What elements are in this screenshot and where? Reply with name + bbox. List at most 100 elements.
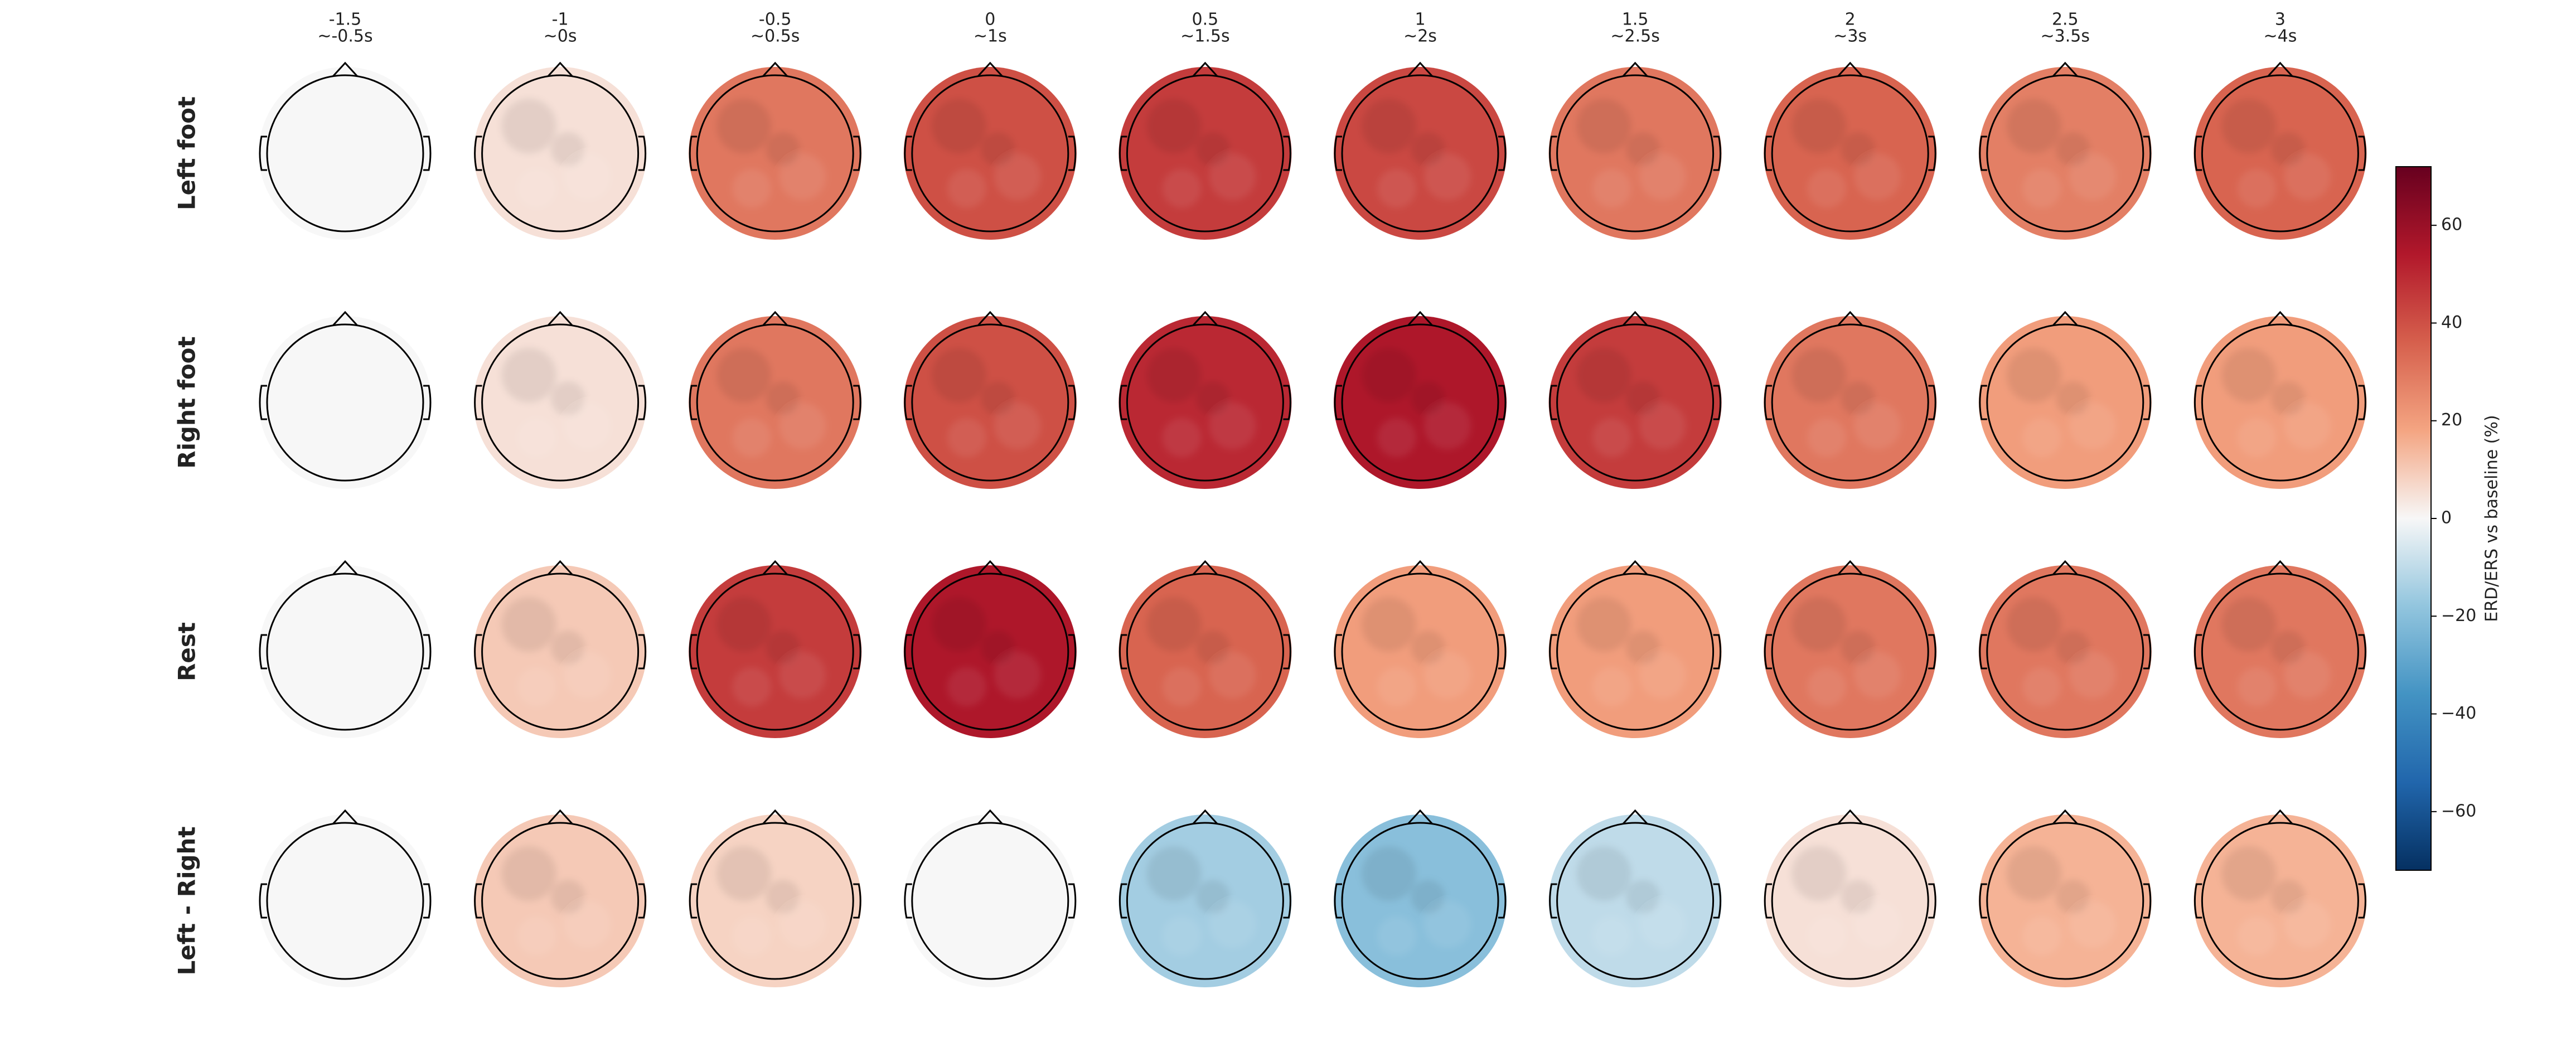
- topomap: [1118, 809, 1292, 987]
- nose: [2267, 311, 2293, 327]
- topomap: [1334, 809, 1507, 987]
- topomap: [1764, 311, 1937, 489]
- colorbar-tick-label: 40: [2441, 313, 2462, 332]
- topomap: [903, 560, 1077, 738]
- head-outline: [911, 323, 1069, 482]
- ear: [1713, 385, 1722, 420]
- ear: [2143, 385, 2152, 420]
- ear: [2194, 385, 2202, 420]
- ear: [1928, 883, 1936, 919]
- ear: [1549, 883, 1557, 919]
- head-outline: [696, 573, 854, 731]
- nose: [332, 560, 359, 576]
- topomap: [1548, 311, 1722, 489]
- head-outline: [266, 573, 424, 731]
- ear: [2194, 135, 2202, 171]
- nose: [2267, 809, 2293, 825]
- topomap: [1548, 61, 1722, 240]
- ear: [1498, 385, 1507, 420]
- topomap: [689, 61, 862, 240]
- ear: [423, 385, 432, 420]
- column-window: ~1s: [974, 27, 1007, 46]
- ear: [1979, 385, 1987, 420]
- topomap: [689, 311, 862, 489]
- head-outline: [2201, 573, 2359, 731]
- head-outline: [1556, 573, 1715, 731]
- topomap-field: [259, 316, 432, 489]
- row-label: Left foot: [173, 96, 201, 210]
- ear: [1549, 385, 1557, 420]
- topomap: [1978, 311, 2152, 489]
- topomap: [1334, 560, 1507, 738]
- column-window: ~3s: [1833, 27, 1867, 46]
- topomap: [689, 560, 862, 738]
- ear: [1334, 135, 1342, 171]
- topomap: [2194, 809, 2367, 987]
- topomap: [1334, 61, 1507, 240]
- nose: [332, 61, 359, 77]
- topomap: [1978, 560, 2152, 738]
- nose: [1837, 61, 1863, 77]
- ear: [689, 634, 698, 670]
- ear: [2358, 634, 2366, 670]
- head-outline: [696, 74, 854, 232]
- nose: [977, 809, 1003, 825]
- head-outline: [2201, 822, 2359, 980]
- ear: [1928, 385, 1936, 420]
- topomap-field: [903, 814, 1077, 987]
- nose: [1407, 61, 1434, 77]
- column-time: 0: [985, 10, 995, 30]
- nose: [977, 560, 1003, 576]
- head-outline: [911, 573, 1069, 731]
- nose: [547, 560, 573, 576]
- colorbar: [2395, 166, 2432, 871]
- ear: [1764, 385, 1773, 420]
- ear: [1118, 883, 1127, 919]
- ear: [423, 634, 432, 670]
- column-time: 0.5: [1192, 10, 1219, 30]
- ear: [1549, 634, 1557, 670]
- ear: [1979, 634, 1987, 670]
- nose: [2267, 560, 2293, 576]
- nose: [1407, 809, 1434, 825]
- ear: [853, 634, 861, 670]
- ear: [1068, 634, 1077, 670]
- head-outline: [1341, 822, 1499, 980]
- ear: [1498, 135, 1507, 171]
- ear: [1068, 883, 1077, 919]
- nose: [332, 809, 359, 825]
- ear: [1498, 883, 1507, 919]
- nose: [977, 311, 1003, 327]
- nose: [547, 809, 573, 825]
- head-outline: [1126, 74, 1284, 232]
- nose: [547, 311, 573, 327]
- ear: [689, 385, 698, 420]
- ear: [689, 883, 698, 919]
- head-outline: [1556, 323, 1715, 482]
- ear: [853, 385, 861, 420]
- topomap: [259, 311, 432, 489]
- column-window: ~3.5s: [2041, 27, 2090, 46]
- colorbar-label: ERD/ERS vs baseline (%): [2482, 415, 2502, 622]
- head-outline: [1771, 74, 1929, 232]
- nose: [1192, 809, 1218, 825]
- column-time: 2: [1845, 10, 1856, 30]
- nose: [1192, 311, 1218, 327]
- ear: [2143, 135, 2152, 171]
- topomap-field: [259, 814, 432, 987]
- head-outline: [1126, 573, 1284, 731]
- nose: [762, 560, 788, 576]
- head-outline: [1771, 323, 1929, 482]
- ear: [2358, 135, 2366, 171]
- head-outline: [1341, 573, 1499, 731]
- topomap: [1764, 61, 1937, 240]
- ear: [1713, 135, 1722, 171]
- colorbar-tick-label: −20: [2441, 606, 2476, 626]
- row-label: Left - Right: [173, 826, 201, 975]
- topomap: [473, 560, 647, 738]
- topomap: [1978, 61, 2152, 240]
- head-outline: [266, 323, 424, 482]
- column-window: ~2s: [1403, 27, 1437, 46]
